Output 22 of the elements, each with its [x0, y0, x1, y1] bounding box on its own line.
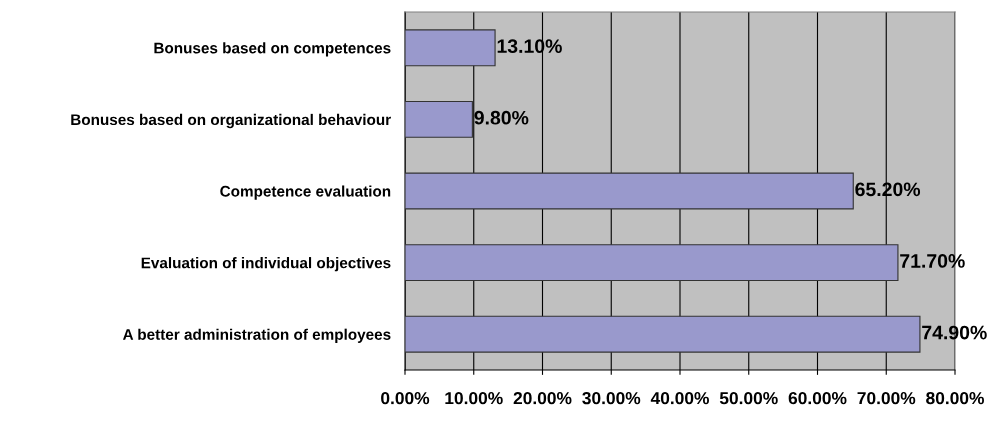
y-tick-label: A better administration of employees — [122, 328, 391, 343]
y-tick-label: Competence evaluation — [220, 185, 391, 200]
data-label: 74.90% — [922, 325, 987, 340]
x-tick-label: 70.00% — [857, 391, 916, 405]
x-tick-label: 60.00% — [788, 391, 847, 405]
y-tick-label: Bonuses based on competences — [154, 42, 391, 57]
data-label: 9.80% — [474, 110, 529, 125]
y-tick-label: Bonuses based on organizational behaviour — [71, 113, 391, 129]
x-tick-label: 0.00% — [381, 391, 430, 405]
x-tick-label: 80.00% — [926, 391, 984, 405]
x-tick-label: 50.00% — [719, 391, 778, 405]
x-tick-label: 40.00% — [650, 391, 709, 405]
bar — [405, 172, 854, 210]
bar — [405, 315, 921, 353]
bar — [405, 244, 899, 282]
x-tick-label: 20.00% — [513, 391, 572, 405]
bar — [405, 100, 473, 138]
x-tick-label: 10.00% — [445, 391, 503, 405]
y-tick-label: Evaluation of individual objectives — [141, 257, 391, 272]
x-tick-label: 30.00% — [582, 391, 641, 405]
data-label: 71.70% — [900, 254, 965, 268]
bar — [405, 29, 496, 67]
